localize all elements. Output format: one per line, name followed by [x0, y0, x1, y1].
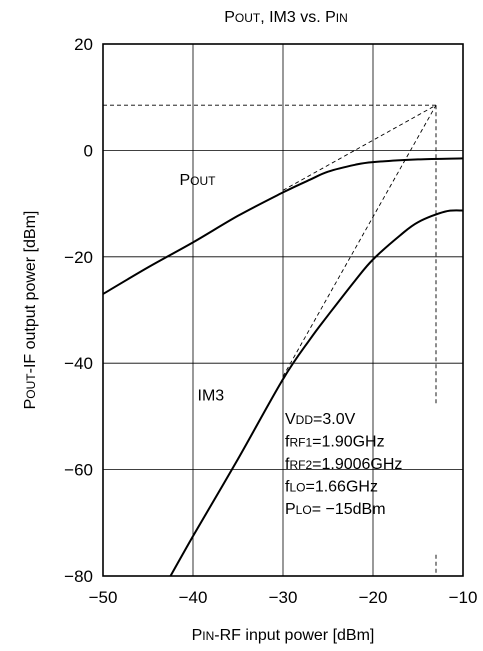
- extrapolation-lines: [103, 104, 437, 576]
- extrapolation-line: [282, 104, 437, 191]
- conditions-box: VDD=3.0V fRF1=1.90GHz fRF2=1.9006GHz fLO=1.…: [285, 411, 402, 518]
- series-labels: POUT IM3: [180, 172, 225, 404]
- y-tick-label: −20: [64, 248, 93, 267]
- y-axis-label: POUT-IF output power [dBm]: [22, 211, 39, 410]
- condition-line: VDD=3.0V: [285, 411, 356, 428]
- y-axis-ticks: 20 0 −20 −40 −60 −80: [64, 35, 93, 586]
- x-tick-label: −10: [449, 588, 478, 607]
- plot-frame: [102, 43, 464, 577]
- y-tick-label: 20: [74, 35, 93, 54]
- series-label-im3: IM3: [198, 387, 225, 404]
- condition-line: fLO=1.66GHz: [285, 479, 378, 496]
- y-tick-label: 0: [84, 141, 93, 160]
- condition-line: PLO= −15dBm: [285, 501, 386, 518]
- x-tick-label: −20: [359, 588, 388, 607]
- series-line-im3: [169, 209, 464, 577]
- extrapolation-line: [282, 104, 437, 377]
- y-tick-label: −40: [64, 354, 93, 373]
- condition-line: fRF1=1.90GHz: [285, 434, 385, 451]
- condition-line: fRF2=1.9006GHz: [285, 456, 402, 473]
- y-tick-label: −80: [64, 567, 93, 586]
- x-axis-label: PIN-RF input power [dBm]: [192, 627, 375, 644]
- series-line-pout: [102, 157, 464, 295]
- y-tick-label: −60: [64, 461, 93, 480]
- series-label-pout: POUT: [180, 172, 217, 189]
- x-tick-label: −30: [269, 588, 298, 607]
- chart-title: POUT, IM3 vs. PIN: [224, 9, 348, 26]
- series-group: [102, 157, 464, 577]
- x-tick-label: −50: [89, 588, 118, 607]
- x-tick-label: −40: [179, 588, 208, 607]
- grid: [103, 44, 463, 576]
- x-axis-ticks: −50 −40 −30 −20 −10: [89, 588, 478, 607]
